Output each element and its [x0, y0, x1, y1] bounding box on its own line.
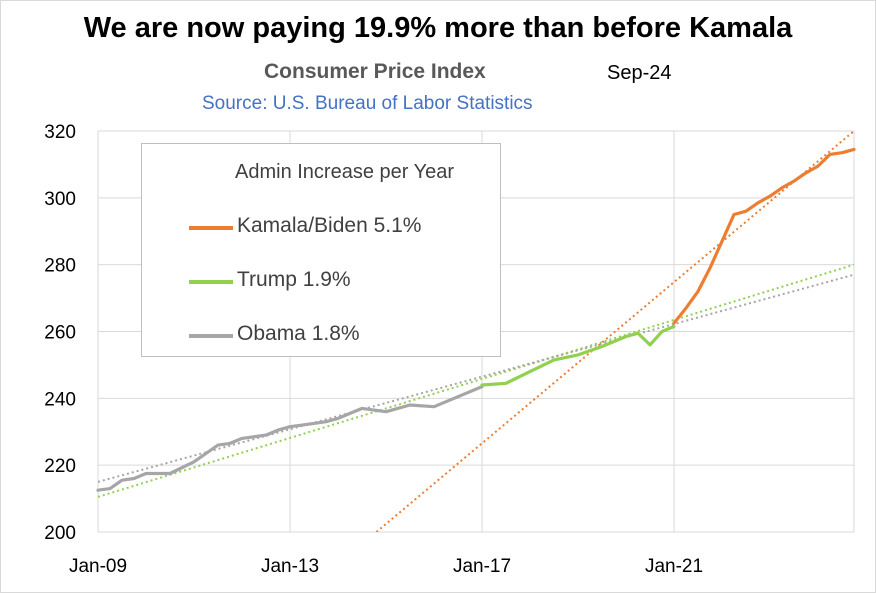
legend-swatch-kamala-biden	[189, 226, 233, 230]
legend-swatch-trump	[189, 280, 233, 284]
y-tick-280: 280	[44, 256, 76, 277]
series-line-kamala-biden-5-1	[672, 147, 856, 325]
trendline-trump-1-9	[98, 263, 854, 498]
y-tick-300: 300	[44, 189, 76, 210]
chart-subtitle: Consumer Price Index	[264, 60, 486, 83]
y-tick-320: 320	[44, 122, 76, 143]
trendline-obama-1-8	[98, 273, 854, 483]
trendline-kamala-biden-5-1	[375, 131, 854, 532]
series-line-obama-1-8	[96, 385, 484, 492]
legend-label-obama: Obama 1.8%	[237, 322, 360, 345]
x-tick-jan-13: Jan-13	[261, 556, 319, 577]
chart-source: Source: U.S. Bureau of Labor Statistics	[202, 93, 533, 114]
chart-date: Sep-24	[607, 62, 672, 84]
legend-box: Admin Increase per Year Kamala/Biden 5.1…	[141, 143, 501, 357]
legend-title: Admin Increase per Year	[235, 161, 455, 183]
series-line-trump-1-9	[480, 324, 676, 387]
y-tick-220: 220	[44, 456, 76, 477]
legend-label-kamala-biden: Kamala/Biden 5.1%	[237, 214, 422, 237]
y-tick-200: 200	[44, 523, 76, 544]
y-tick-240: 240	[44, 389, 76, 410]
legend-label-trump: Trump 1.9%	[237, 268, 351, 291]
chart-title: We are now paying 19.9% more than before…	[83, 12, 793, 44]
x-tick-jan-17: Jan-17	[453, 556, 511, 577]
x-tick-jan-09: Jan-09	[69, 556, 127, 577]
legend-swatch-obama	[189, 334, 233, 338]
x-tick-jan-21: Jan-21	[645, 556, 703, 577]
y-tick-260: 260	[44, 323, 76, 344]
